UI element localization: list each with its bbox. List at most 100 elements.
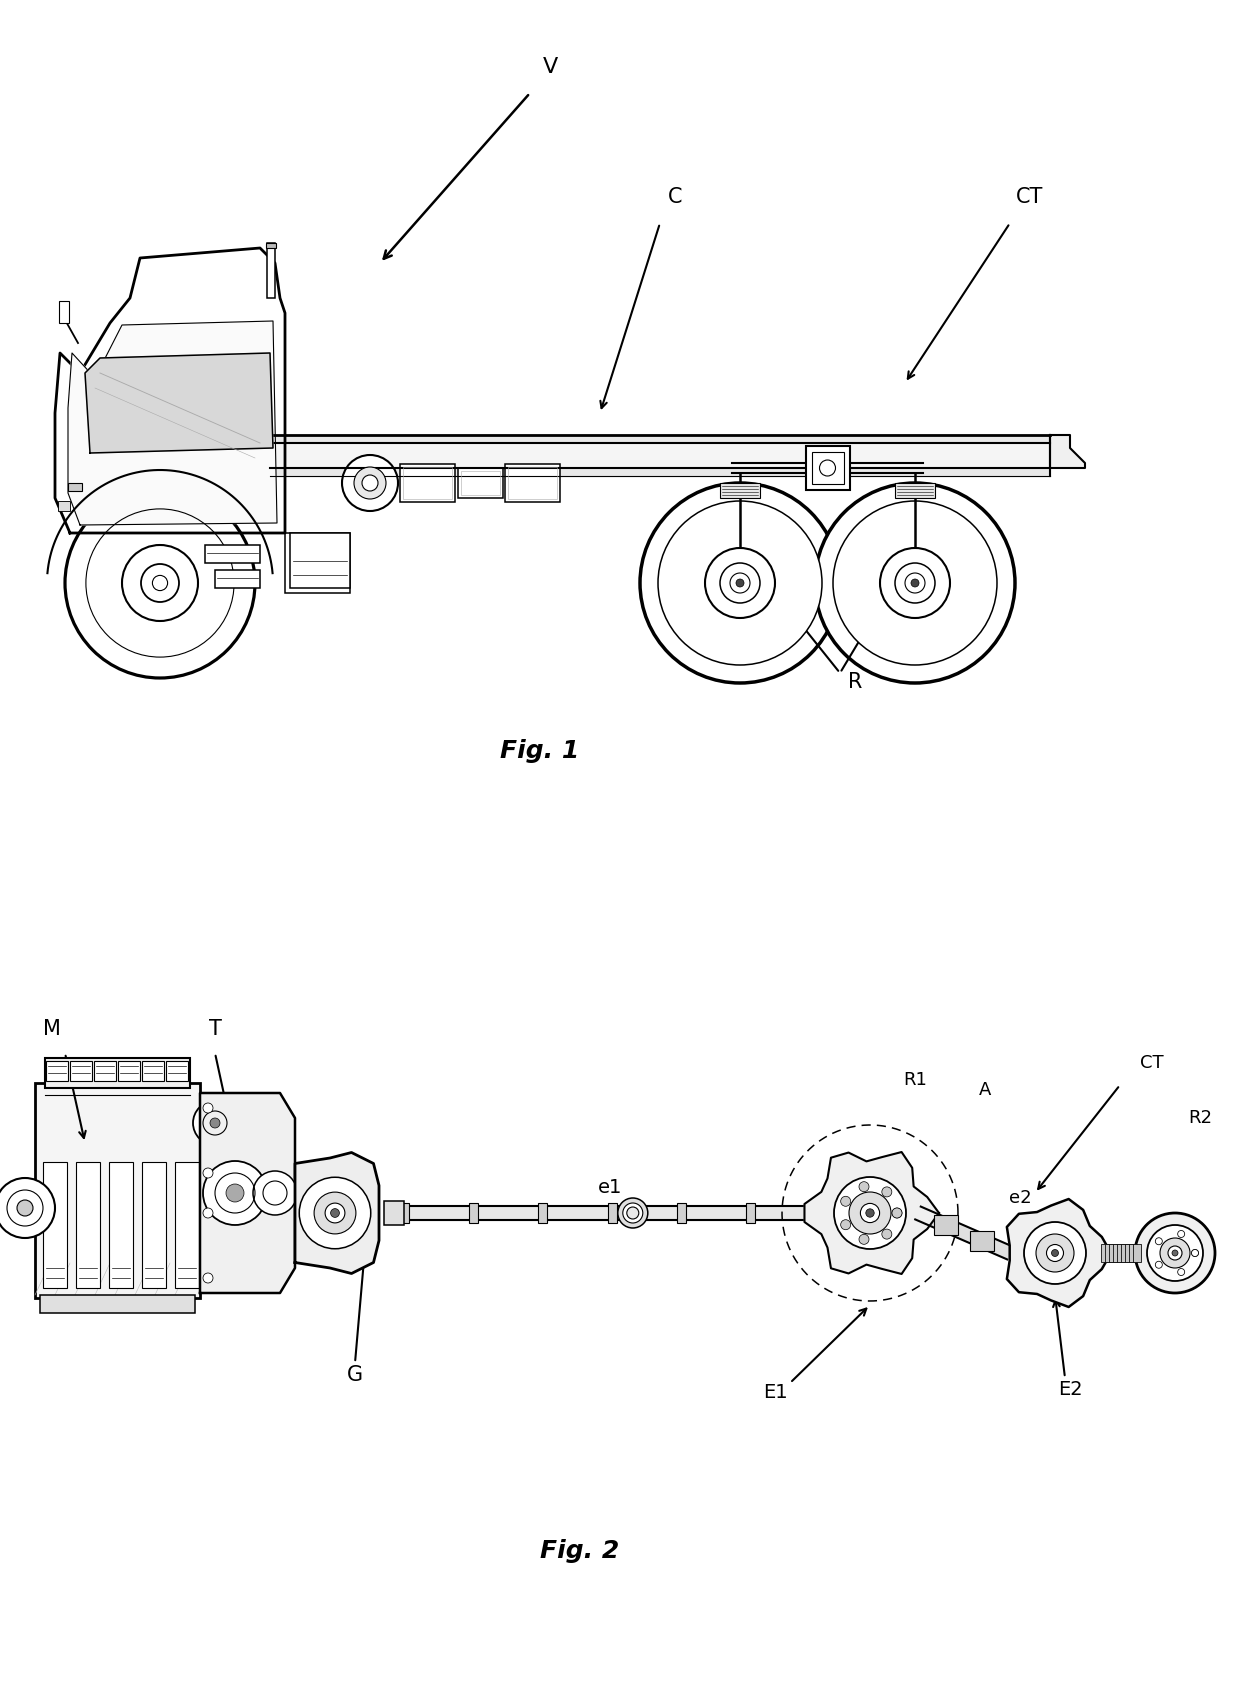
Circle shape bbox=[820, 460, 836, 477]
Circle shape bbox=[1159, 1238, 1190, 1269]
Circle shape bbox=[658, 501, 822, 664]
Text: R1: R1 bbox=[903, 1071, 928, 1088]
Bar bbox=[811, 451, 843, 484]
Circle shape bbox=[122, 545, 198, 622]
Circle shape bbox=[882, 1230, 892, 1240]
Circle shape bbox=[1192, 1250, 1199, 1257]
Circle shape bbox=[730, 572, 750, 593]
Bar bbox=[746, 1202, 755, 1223]
Circle shape bbox=[193, 1102, 237, 1144]
Circle shape bbox=[882, 1187, 892, 1197]
Circle shape bbox=[849, 1192, 892, 1235]
Bar bbox=[267, 244, 277, 249]
Bar bbox=[60, 301, 69, 324]
Circle shape bbox=[622, 1202, 642, 1223]
Bar bbox=[1114, 1243, 1121, 1262]
Circle shape bbox=[841, 1196, 851, 1206]
Polygon shape bbox=[86, 353, 273, 453]
Circle shape bbox=[720, 564, 760, 603]
Circle shape bbox=[141, 564, 179, 601]
Bar bbox=[175, 1161, 198, 1287]
Circle shape bbox=[892, 1207, 901, 1218]
Polygon shape bbox=[55, 249, 285, 533]
Bar bbox=[109, 1161, 133, 1287]
Circle shape bbox=[1156, 1262, 1162, 1269]
Circle shape bbox=[17, 1201, 33, 1216]
Text: E1: E1 bbox=[763, 1383, 787, 1402]
Circle shape bbox=[626, 1207, 639, 1219]
Bar bbox=[934, 1214, 957, 1235]
Bar bbox=[1105, 1243, 1114, 1262]
Bar bbox=[458, 468, 503, 497]
Circle shape bbox=[815, 484, 1016, 683]
Circle shape bbox=[1035, 1235, 1074, 1272]
Text: Fig. 2: Fig. 2 bbox=[541, 1540, 620, 1563]
Circle shape bbox=[314, 1192, 356, 1235]
Bar bbox=[538, 1202, 547, 1223]
Bar bbox=[403, 467, 453, 499]
Bar bbox=[401, 463, 455, 502]
Circle shape bbox=[1172, 1250, 1178, 1257]
Bar bbox=[35, 1083, 200, 1298]
Bar bbox=[1125, 1243, 1133, 1262]
Bar bbox=[68, 484, 82, 490]
Bar bbox=[290, 533, 350, 588]
Bar bbox=[720, 484, 760, 497]
Polygon shape bbox=[1007, 1199, 1111, 1306]
Circle shape bbox=[331, 1209, 340, 1218]
Text: M: M bbox=[43, 1018, 61, 1039]
Bar bbox=[143, 1161, 166, 1287]
Circle shape bbox=[203, 1274, 213, 1282]
Bar bbox=[1133, 1243, 1141, 1262]
Polygon shape bbox=[805, 1151, 939, 1274]
Circle shape bbox=[1192, 1250, 1199, 1257]
Bar bbox=[94, 1061, 117, 1081]
Text: A: A bbox=[978, 1081, 991, 1098]
Text: CT: CT bbox=[1017, 187, 1044, 208]
Circle shape bbox=[362, 475, 378, 490]
Bar bbox=[45, 1058, 190, 1088]
Circle shape bbox=[1178, 1269, 1184, 1276]
Circle shape bbox=[153, 576, 167, 591]
Text: R2: R2 bbox=[1188, 1109, 1211, 1127]
Circle shape bbox=[640, 484, 839, 683]
Bar bbox=[69, 1061, 92, 1081]
Circle shape bbox=[892, 1207, 901, 1218]
Bar bbox=[816, 1202, 825, 1223]
Circle shape bbox=[859, 1182, 869, 1192]
Polygon shape bbox=[295, 1153, 379, 1274]
Text: T: T bbox=[208, 1018, 222, 1039]
Circle shape bbox=[1168, 1247, 1182, 1260]
Polygon shape bbox=[47, 470, 273, 697]
Circle shape bbox=[253, 1172, 298, 1214]
Bar bbox=[43, 1161, 67, 1287]
Circle shape bbox=[325, 1202, 345, 1223]
Circle shape bbox=[706, 548, 775, 618]
Text: G: G bbox=[347, 1366, 363, 1385]
Circle shape bbox=[859, 1235, 869, 1245]
Bar bbox=[267, 244, 275, 298]
Bar bbox=[143, 1061, 164, 1081]
Circle shape bbox=[1024, 1223, 1086, 1284]
Bar bbox=[285, 533, 350, 593]
Circle shape bbox=[737, 579, 744, 588]
Circle shape bbox=[1147, 1224, 1203, 1281]
Bar bbox=[1121, 1243, 1128, 1262]
Bar bbox=[895, 484, 935, 497]
Bar bbox=[399, 1202, 408, 1223]
Circle shape bbox=[203, 1104, 213, 1114]
Circle shape bbox=[835, 1177, 906, 1248]
Bar bbox=[384, 1201, 404, 1224]
Polygon shape bbox=[200, 1093, 295, 1293]
Bar bbox=[118, 1061, 140, 1081]
Circle shape bbox=[833, 501, 997, 664]
Bar bbox=[46, 1061, 68, 1081]
Circle shape bbox=[203, 1168, 213, 1178]
Circle shape bbox=[866, 1209, 874, 1218]
Circle shape bbox=[299, 1177, 371, 1248]
Text: e1: e1 bbox=[598, 1178, 622, 1197]
Bar bbox=[40, 1294, 195, 1313]
Text: CT: CT bbox=[1140, 1054, 1163, 1071]
Circle shape bbox=[353, 467, 386, 499]
Bar bbox=[166, 1061, 188, 1081]
